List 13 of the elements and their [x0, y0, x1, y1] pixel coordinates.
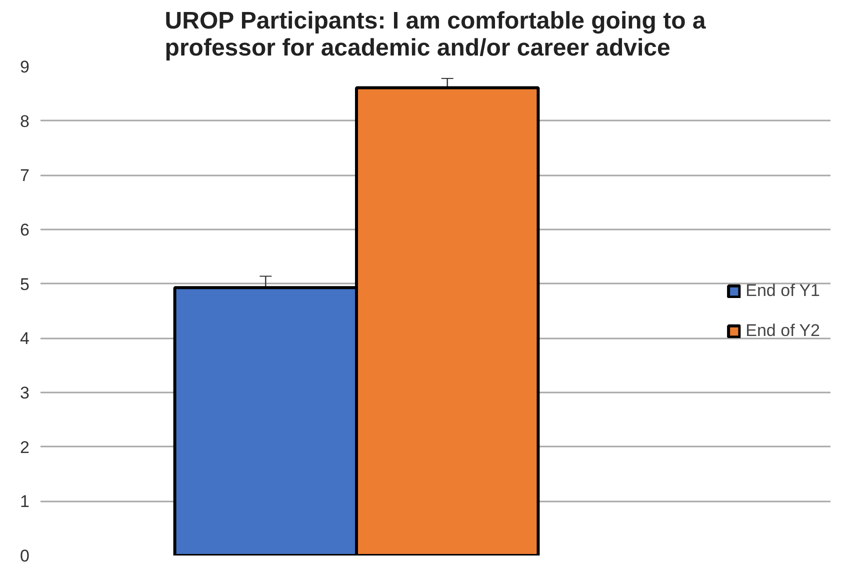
y-tick-label: 2 — [20, 438, 30, 457]
y-tick-label: 5 — [20, 274, 30, 294]
legend-label: End of Y1 — [746, 280, 820, 300]
y-tick-label: 0 — [20, 546, 30, 566]
y-tick-label: 6 — [20, 220, 30, 240]
y-tick-label: 9 — [20, 58, 30, 76]
y-tick-label: 1 — [20, 492, 30, 512]
y-tick-label: 4 — [20, 329, 30, 348]
y-tick-label: 7 — [20, 166, 30, 186]
y-tick-label: 3 — [20, 384, 30, 402]
chart-title: UROP Participants: I am comfortable going to a professor for academic and/or career advice — [164, 8, 706, 62]
legend-label: End of Y2 — [746, 320, 820, 340]
y-tick-label: 8 — [20, 112, 30, 131]
